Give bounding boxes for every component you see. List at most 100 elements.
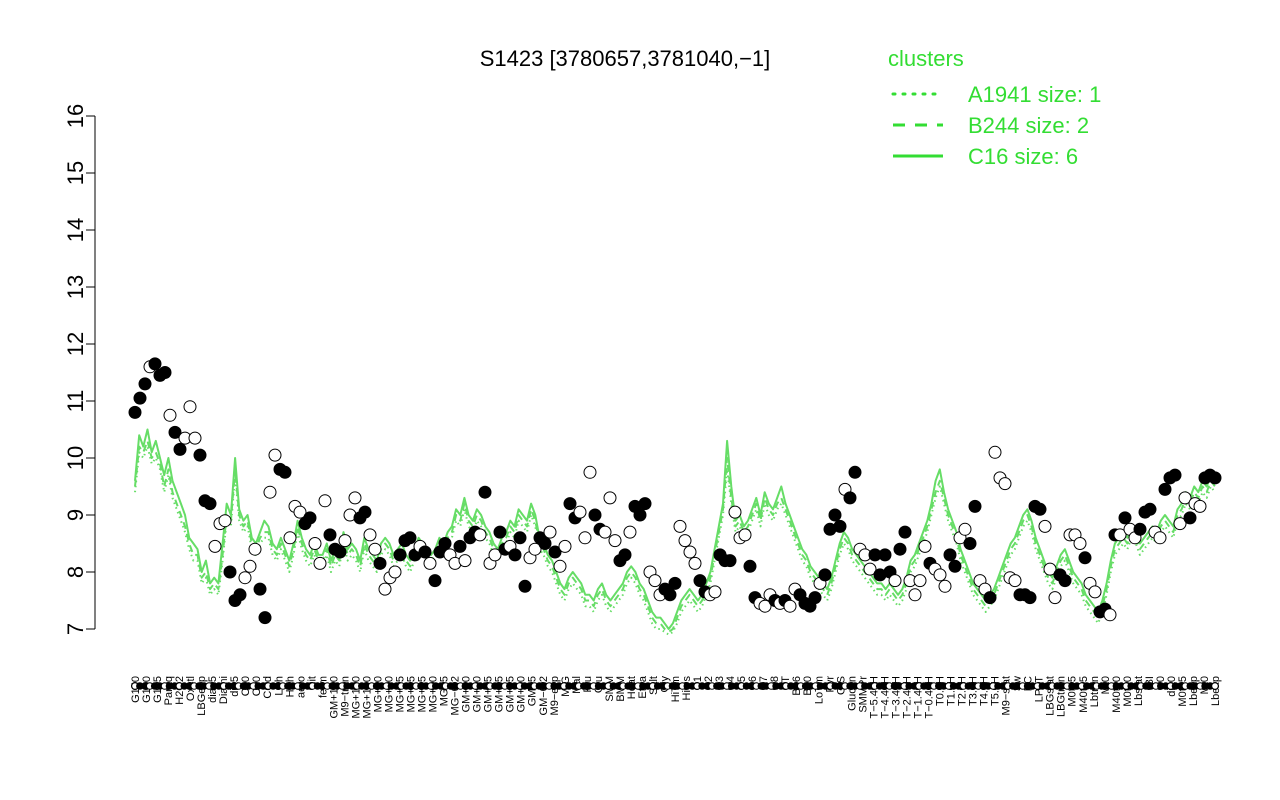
- data-point: [1008, 574, 1022, 588]
- data-point: [148, 357, 162, 371]
- data-point: [668, 576, 682, 590]
- data-point: [518, 579, 532, 593]
- data-points: [128, 357, 1222, 625]
- data-point: [558, 539, 572, 553]
- data-point: [588, 508, 602, 522]
- data-point: [478, 485, 492, 499]
- data-point: [283, 531, 297, 545]
- data-point: [583, 465, 597, 479]
- data-point: [373, 556, 387, 570]
- data-point: [318, 494, 332, 508]
- data-point: [248, 542, 262, 556]
- data-point: [513, 531, 527, 545]
- data-point: [268, 448, 282, 462]
- data-point: [968, 499, 982, 513]
- data-point: [943, 548, 957, 562]
- data-point: [168, 425, 182, 439]
- data-point: [403, 531, 417, 545]
- data-point: [1153, 531, 1167, 545]
- data-point: [313, 556, 327, 570]
- data-point: [808, 591, 822, 605]
- data-point: [243, 559, 257, 573]
- x-axis: G150G180G135ParaqH2O2OxctlLBGexpdia15Dia…: [130, 675, 1222, 718]
- data-point: [1178, 491, 1192, 505]
- data-point: [323, 528, 337, 542]
- data-point: [1103, 608, 1117, 622]
- data-point: [988, 445, 1002, 459]
- data-point: [278, 465, 292, 479]
- data-point: [578, 531, 592, 545]
- y-tick-label: 14: [63, 218, 88, 242]
- y-tick-label: 9: [63, 509, 88, 521]
- data-point: [893, 542, 907, 556]
- data-point: [473, 528, 487, 542]
- data-point: [728, 505, 742, 519]
- data-point: [1193, 499, 1207, 513]
- data-point: [1048, 591, 1062, 605]
- data-point: [263, 485, 277, 499]
- data-point: [508, 548, 522, 562]
- data-point: [608, 534, 622, 548]
- data-point: [963, 537, 977, 550]
- data-point: [1113, 528, 1127, 542]
- data-point: [678, 534, 692, 548]
- data-point: [1073, 537, 1087, 550]
- data-point: [683, 545, 697, 559]
- data-point: [128, 405, 142, 419]
- data-point: [878, 548, 892, 562]
- data-point: [428, 574, 442, 588]
- data-point: [1078, 551, 1092, 565]
- data-point: [663, 588, 677, 602]
- data-point: [238, 571, 252, 585]
- data-point: [453, 539, 467, 553]
- data-point: [633, 508, 647, 522]
- data-point: [1033, 502, 1047, 516]
- cluster-lines: [134, 428, 1216, 636]
- legend: clusters A1941 size: 1 B244 size: 2 C16 …: [888, 46, 1101, 169]
- legend-title: clusters: [888, 46, 964, 71]
- data-point: [458, 554, 472, 568]
- data-point: [338, 534, 352, 548]
- x-tick-label: Lbexp: [1210, 676, 1222, 706]
- data-point: [638, 497, 652, 511]
- data-point: [1088, 585, 1102, 599]
- data-point: [573, 505, 587, 519]
- data-point: [918, 539, 932, 553]
- data-point: [368, 542, 382, 556]
- data-point: [333, 545, 347, 559]
- data-point: [908, 588, 922, 602]
- data-point: [1133, 522, 1147, 536]
- data-point: [173, 442, 187, 456]
- data-point: [358, 505, 372, 519]
- data-point: [1158, 482, 1172, 496]
- data-point: [188, 431, 202, 445]
- data-point: [563, 497, 577, 511]
- y-tick-label: 8: [63, 566, 88, 578]
- x-rug-mark: [1211, 682, 1219, 690]
- x-tick-label: BI: [1144, 676, 1156, 686]
- data-point: [223, 565, 237, 579]
- data-point: [363, 528, 377, 542]
- data-point: [758, 599, 772, 613]
- y-tick-label: 16: [63, 104, 88, 128]
- data-point: [863, 562, 877, 576]
- data-point: [688, 556, 702, 570]
- data-point: [218, 514, 232, 528]
- data-point: [1208, 471, 1222, 485]
- data-point: [193, 448, 207, 462]
- data-point: [138, 377, 152, 391]
- data-point: [293, 505, 307, 519]
- data-point: [958, 522, 972, 536]
- data-point: [618, 548, 632, 562]
- data-point: [1118, 511, 1132, 525]
- data-point: [258, 611, 272, 625]
- y-tick-label: 13: [63, 275, 88, 299]
- data-point: [933, 568, 947, 582]
- data-point: [233, 588, 247, 602]
- data-point: [378, 582, 392, 596]
- data-point: [708, 585, 722, 599]
- x-tick-label: nit: [306, 676, 318, 688]
- data-point: [303, 511, 317, 525]
- data-point: [1168, 468, 1182, 482]
